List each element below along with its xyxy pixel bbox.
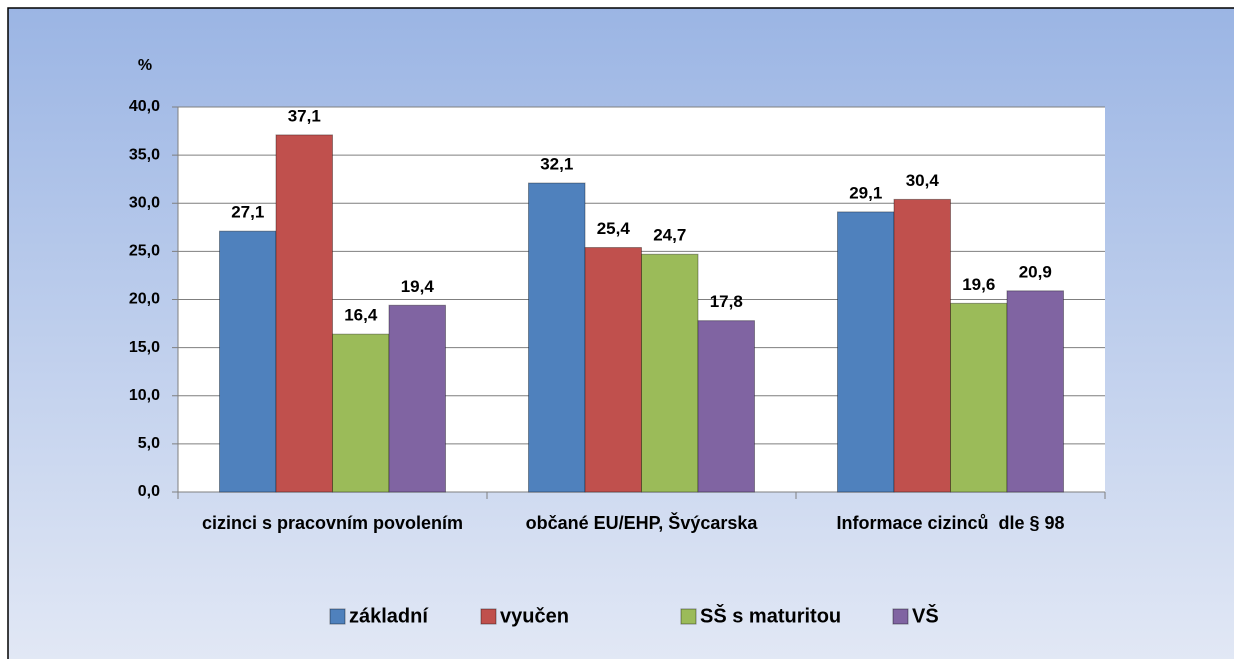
x-tick-label: občané EU/EHP, Švýcarska (525, 513, 758, 533)
bar (275, 134, 333, 493)
data-label: 24,7 (653, 226, 686, 245)
data-label: 32,1 (540, 155, 573, 174)
y-tick-label: 10,0 (129, 387, 160, 404)
bar (641, 253, 699, 493)
bar (950, 302, 1008, 493)
y-tick-label: 40,0 (129, 98, 160, 115)
legend-label: základní (349, 605, 429, 627)
data-label: 37,1 (288, 106, 321, 125)
data-label: 19,6 (962, 275, 995, 294)
data-label: 27,1 (231, 203, 264, 222)
y-tick-label: 30,0 (129, 194, 160, 211)
legend-swatch (892, 608, 909, 625)
data-label: 20,9 (1019, 262, 1052, 281)
legend-label: vyučen (500, 605, 569, 627)
bar (697, 320, 755, 493)
bar (584, 247, 642, 493)
y-axis-label: % (138, 57, 152, 74)
bar (893, 198, 951, 493)
bar (388, 304, 446, 493)
bar (219, 230, 277, 493)
bar (528, 182, 586, 493)
data-label: 17,8 (710, 292, 743, 311)
legend-label: VŠ (912, 603, 939, 627)
legend-swatch (480, 608, 497, 625)
data-label: 19,4 (401, 277, 435, 296)
bar (837, 211, 895, 493)
y-tick-label: 5,0 (138, 435, 160, 452)
y-tick-label: 15,0 (129, 339, 160, 356)
legend-swatch (329, 608, 346, 625)
y-tick-label: 25,0 (129, 243, 160, 260)
data-label: 30,4 (906, 171, 940, 190)
bar (1006, 290, 1064, 493)
legend-swatch (680, 608, 697, 625)
x-tick-label: Informace cizinců dle § 98 (836, 513, 1065, 533)
data-label: 29,1 (849, 183, 882, 202)
data-label: 25,4 (597, 219, 631, 238)
y-tick-label: 0,0 (138, 483, 160, 500)
data-label: 16,4 (344, 306, 378, 325)
y-tick-label: 20,0 (129, 291, 160, 308)
legend-label: SŠ s maturitou (700, 603, 841, 627)
y-tick-label: 35,0 (129, 146, 160, 163)
x-tick-label: cizinci s pracovním povolením (201, 513, 464, 533)
bar (332, 333, 390, 493)
